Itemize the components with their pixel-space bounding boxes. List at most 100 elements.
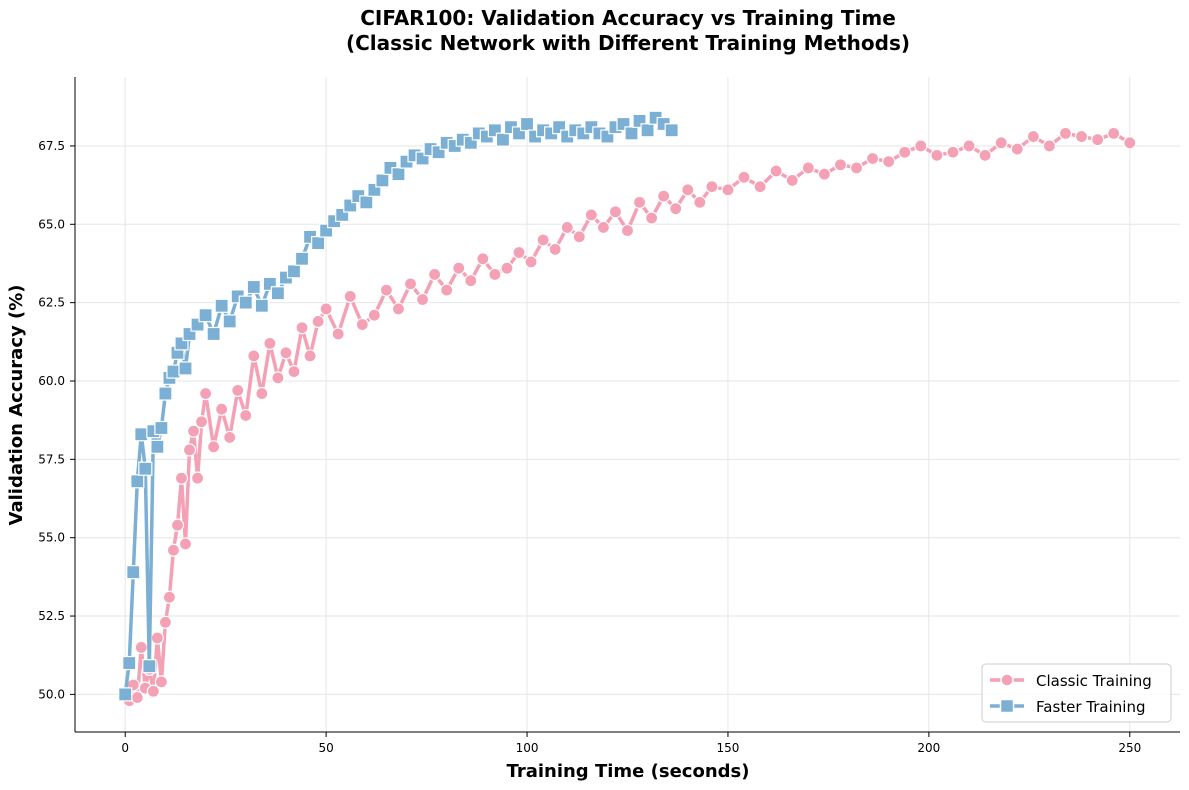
data-point xyxy=(620,223,635,238)
data-point xyxy=(303,349,317,363)
data-point xyxy=(311,236,326,251)
data-point xyxy=(142,659,157,674)
data-point xyxy=(170,518,185,532)
data-point xyxy=(391,167,406,182)
data-point xyxy=(158,615,173,629)
data-point xyxy=(693,195,707,209)
data-point xyxy=(440,283,454,297)
data-point xyxy=(596,220,610,235)
data-point xyxy=(239,408,253,423)
data-point xyxy=(785,173,799,188)
chart-title-line-2: (Classic Network with Different Training… xyxy=(346,31,910,55)
data-point xyxy=(801,161,815,175)
y-tick-label: 60.0 xyxy=(38,374,65,388)
data-point xyxy=(247,349,261,363)
data-point xyxy=(914,139,928,153)
data-point xyxy=(705,180,719,194)
x-tick-label: 250 xyxy=(1118,741,1141,755)
data-point xyxy=(375,173,390,188)
data-point xyxy=(1010,142,1024,156)
data-point xyxy=(391,302,406,316)
data-point xyxy=(994,136,1008,150)
data-point xyxy=(271,371,285,385)
data-point xyxy=(194,415,209,429)
legend-classic-label: Classic Training xyxy=(1036,672,1152,690)
x-axis-label: Training Time (seconds) xyxy=(507,761,750,782)
data-point xyxy=(154,675,168,689)
data-point xyxy=(464,274,478,288)
data-point xyxy=(1123,136,1137,150)
y-tick-label: 67.5 xyxy=(38,139,65,153)
data-point xyxy=(311,314,325,329)
y-axis-label: Validation Accuracy (%) xyxy=(6,285,27,526)
x-tick-label: 50 xyxy=(318,741,333,755)
data-point xyxy=(640,123,655,138)
data-point xyxy=(134,640,148,654)
y-tick-label: 65.0 xyxy=(38,217,65,231)
data-point xyxy=(223,430,237,445)
legend-box xyxy=(981,663,1172,723)
data-point xyxy=(608,205,623,219)
data-point xyxy=(645,211,659,225)
data-point xyxy=(632,195,647,209)
data-point xyxy=(536,233,550,247)
data-point xyxy=(737,170,751,184)
data-point xyxy=(246,279,261,295)
data-point xyxy=(367,308,381,322)
data-point xyxy=(849,161,864,175)
data-point xyxy=(753,180,767,194)
data-point xyxy=(162,590,177,604)
data-point xyxy=(1074,129,1089,144)
data-point xyxy=(355,317,369,332)
data-point xyxy=(1026,129,1040,144)
legend-classic-marker xyxy=(1000,673,1014,687)
data-point xyxy=(186,424,201,438)
data-point xyxy=(488,267,502,282)
data-point xyxy=(833,158,848,172)
data-point xyxy=(452,261,466,275)
legend: Classic Training Faster Training xyxy=(981,663,1172,723)
data-point xyxy=(166,543,181,557)
data-point xyxy=(882,155,896,169)
data-point xyxy=(930,148,944,162)
data-point xyxy=(295,321,309,335)
data-point xyxy=(978,148,992,162)
y-tick-label: 62.5 xyxy=(38,296,65,310)
data-point xyxy=(178,361,193,376)
data-point xyxy=(286,264,302,279)
data-point xyxy=(681,183,695,197)
data-point xyxy=(207,440,221,454)
data-point xyxy=(403,277,418,291)
x-tick-label: 0 xyxy=(121,741,129,755)
data-point xyxy=(428,267,442,282)
legend-faster-label: Faster Training xyxy=(1036,698,1146,716)
data-point xyxy=(150,439,165,454)
data-point xyxy=(158,386,173,401)
data-point xyxy=(769,164,783,178)
data-point xyxy=(572,230,586,244)
data-point xyxy=(198,386,213,401)
data-point xyxy=(1058,126,1073,141)
data-point xyxy=(512,245,526,260)
y-tick-label: 52.5 xyxy=(38,609,65,623)
series-1 xyxy=(118,110,679,702)
data-point xyxy=(721,183,735,197)
chart-title-line-1: CIFAR100: Validation Accuracy vs Trainin… xyxy=(360,6,896,30)
data-point xyxy=(343,289,357,303)
data-point xyxy=(231,383,245,397)
data-point xyxy=(415,292,430,307)
data-point xyxy=(214,298,229,313)
data-point xyxy=(584,208,598,222)
data-point xyxy=(495,132,511,147)
data-point xyxy=(130,474,145,489)
data-point xyxy=(898,145,912,159)
data-point xyxy=(624,126,639,141)
data-point xyxy=(548,242,562,256)
series-0 xyxy=(118,126,1137,708)
data-point xyxy=(126,565,141,580)
data-point xyxy=(122,655,137,671)
data-point xyxy=(476,252,490,266)
data-point xyxy=(962,139,976,153)
y-tick-label: 50.0 xyxy=(38,687,65,701)
